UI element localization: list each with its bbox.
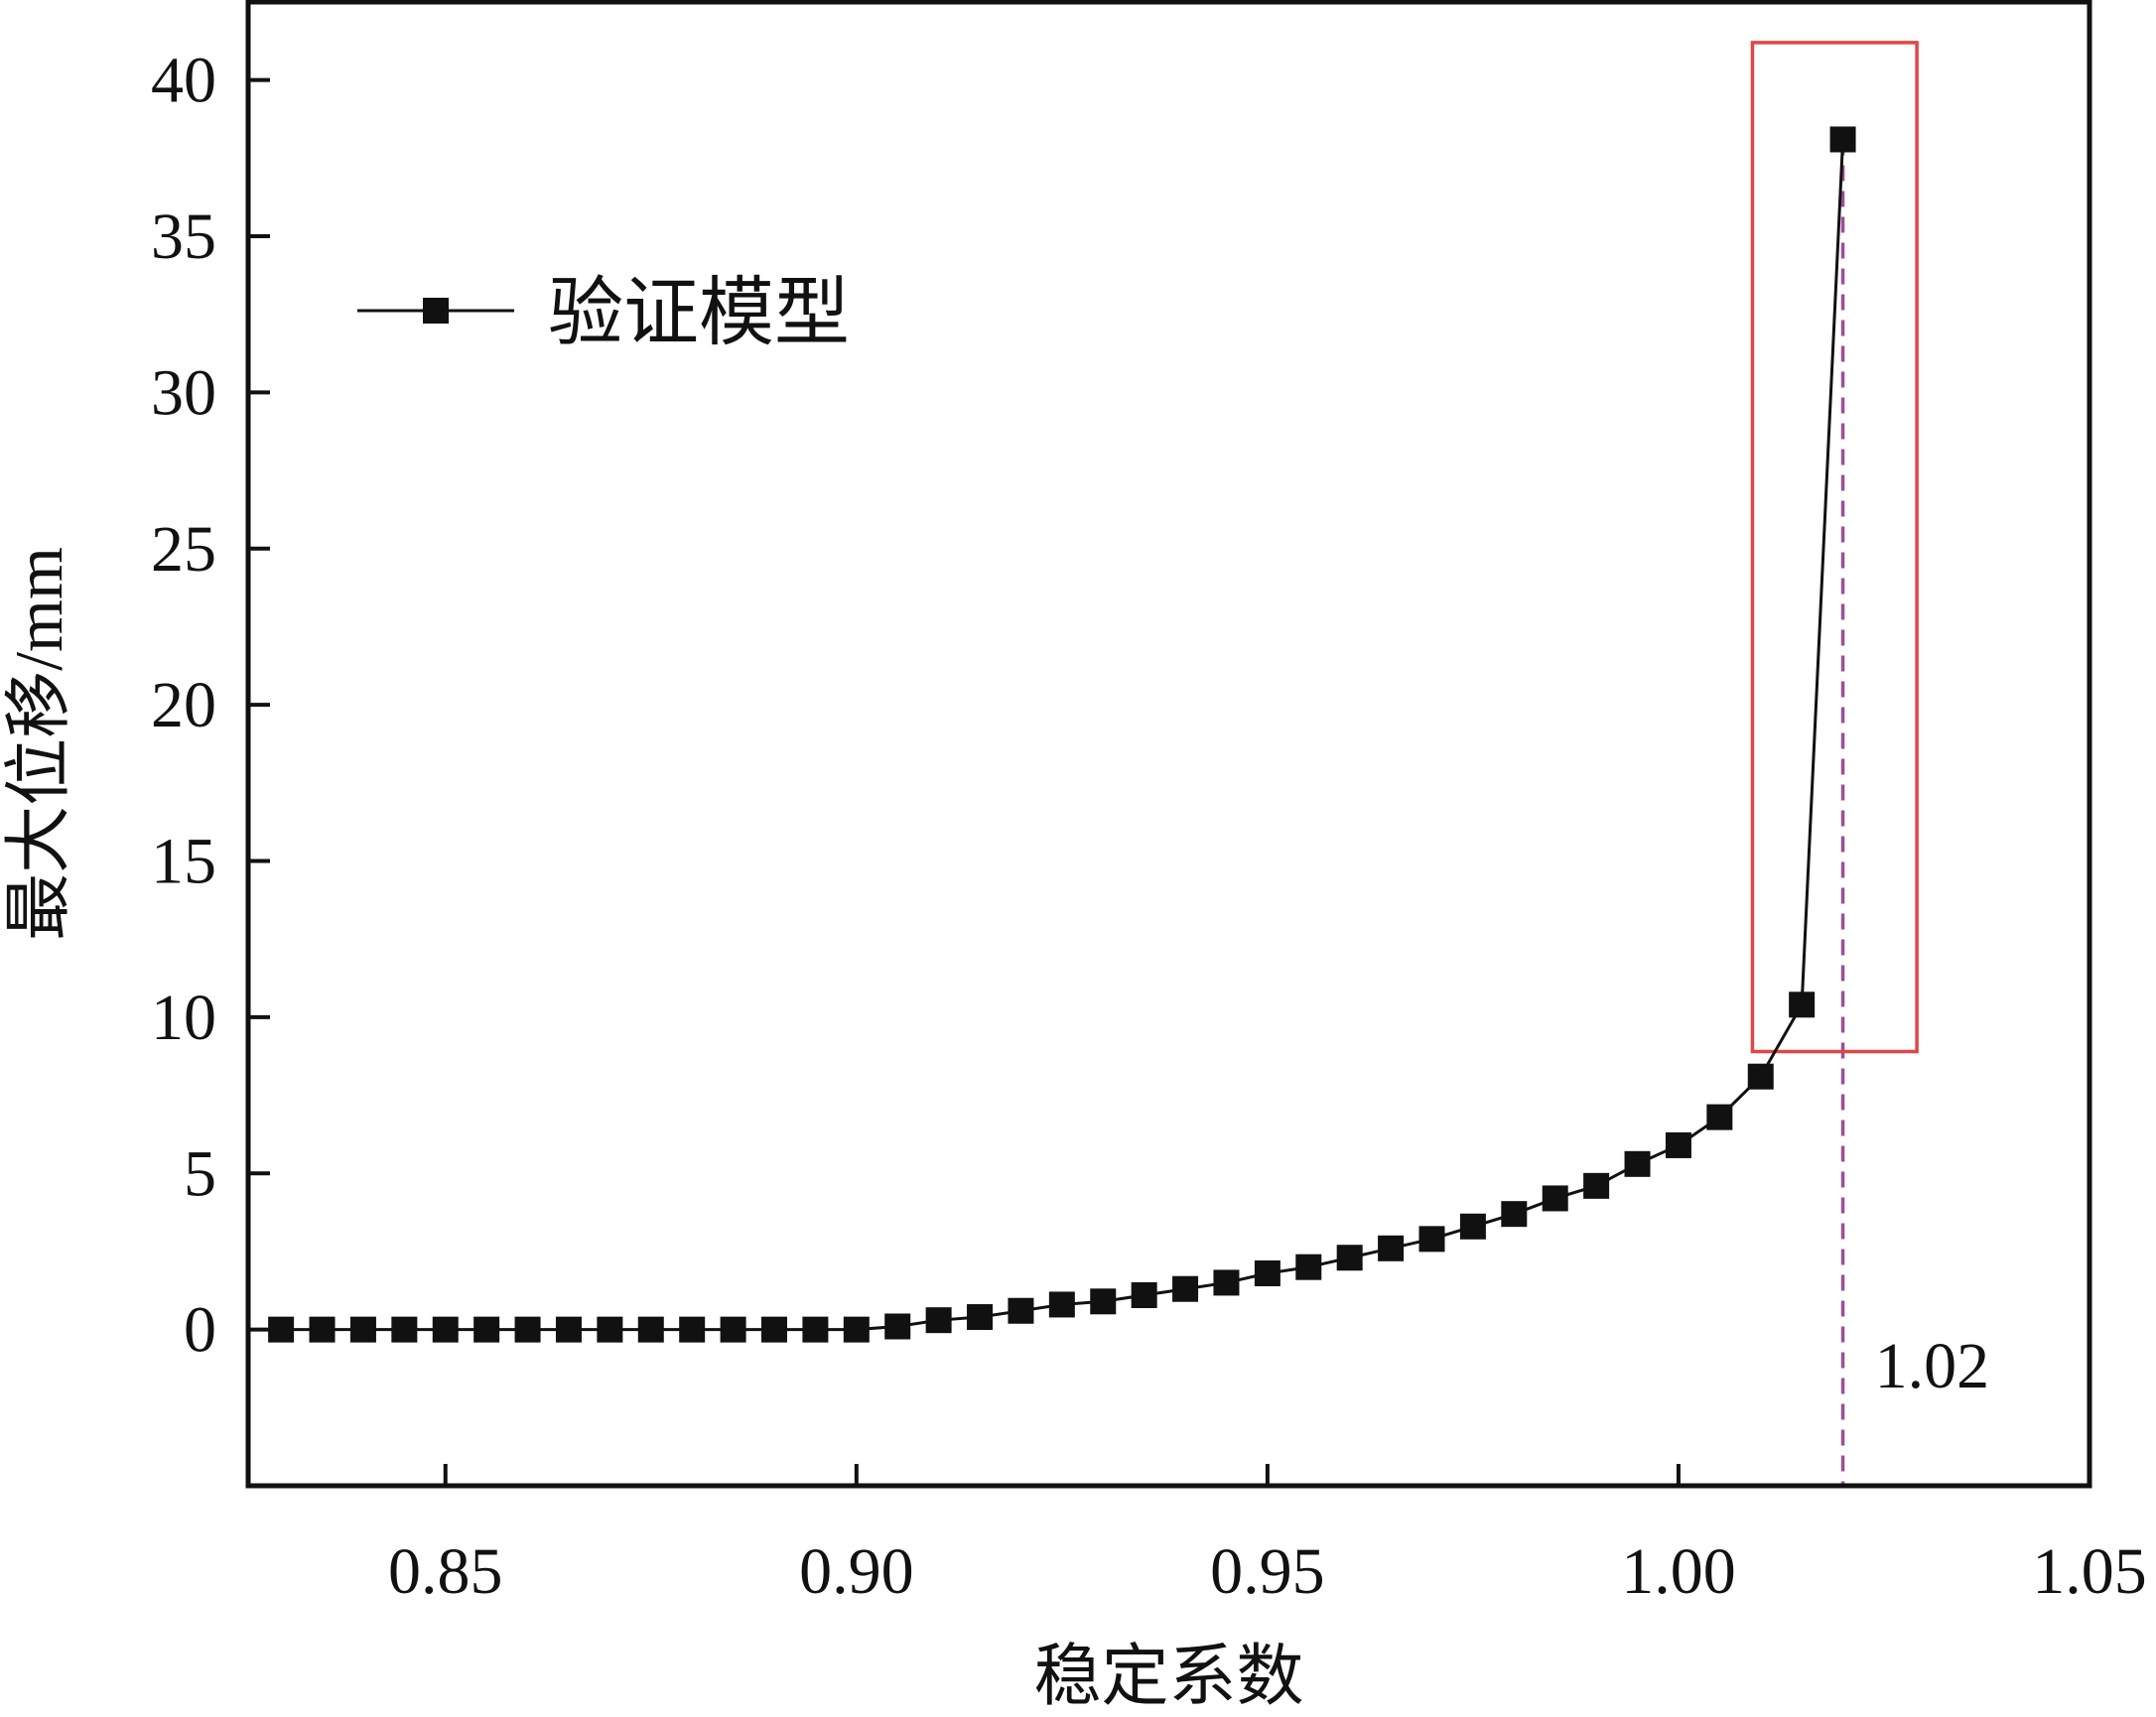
data-point [1747, 1063, 1774, 1090]
highlight-box [1750, 41, 1919, 1054]
annotations-layer: 1.02 [1750, 41, 1990, 1486]
data-point [1131, 1282, 1157, 1309]
legend-marker [423, 298, 449, 324]
data-point [720, 1316, 746, 1343]
data-point [1501, 1201, 1528, 1228]
x-tick-label: 1.00 [1621, 1535, 1736, 1608]
data-point [1418, 1226, 1445, 1253]
y-tick-label: 5 [184, 1137, 216, 1210]
data-point [761, 1316, 787, 1343]
data-point [1048, 1291, 1075, 1318]
y-tick-label: 35 [151, 200, 216, 273]
data-point [514, 1316, 541, 1343]
data-point [1706, 1104, 1733, 1130]
data-point [1459, 1213, 1486, 1240]
x-tick-label: 0.95 [1210, 1535, 1325, 1608]
data-point [1336, 1245, 1363, 1271]
data-point [268, 1316, 295, 1343]
y-tick-label: 15 [151, 826, 216, 898]
data-point [1254, 1259, 1280, 1286]
data-point [555, 1316, 582, 1343]
vline-label: 1.02 [1875, 1330, 1990, 1402]
data-point [967, 1304, 994, 1331]
data-point [884, 1313, 911, 1340]
data-point [802, 1316, 829, 1343]
data-point [679, 1316, 706, 1343]
x-tick-label: 0.85 [388, 1535, 503, 1608]
data-point [1829, 126, 1856, 153]
data-point [309, 1316, 336, 1343]
data-point [1090, 1288, 1117, 1315]
y-tick-label: 40 [151, 45, 216, 117]
legend-label: 验证模型 [548, 272, 850, 355]
data-point [1624, 1150, 1651, 1177]
series-layer [268, 126, 1856, 1343]
y-tick-label: 10 [151, 982, 216, 1054]
data-point [597, 1316, 623, 1343]
y-tick-label: 0 [184, 1294, 216, 1367]
data-point [1295, 1254, 1322, 1280]
data-point [391, 1316, 418, 1343]
x-tick-label: 1.05 [2032, 1535, 2147, 1608]
data-point [1378, 1235, 1405, 1261]
data-point [349, 1316, 376, 1343]
data-point [1789, 991, 1816, 1018]
data-point [1213, 1269, 1240, 1296]
x-axis-label: 稳定系数 [1033, 1639, 1303, 1712]
data-point [1542, 1185, 1568, 1212]
data-point [843, 1316, 870, 1343]
data-point [432, 1316, 459, 1343]
series-line [281, 139, 1845, 1332]
y-tick-label: 30 [151, 356, 216, 429]
y-tick-label: 25 [151, 513, 216, 586]
axes-layer: 0.85 0.90 0.95 1.00 1.05 0 5 10 15 20 25 30 35 40 [151, 45, 2147, 1608]
plot-frame [245, 0, 2092, 1489]
y-tick-label: 20 [151, 669, 216, 741]
data-point [637, 1316, 664, 1343]
legend: 验证模型 [357, 272, 850, 355]
data-point [473, 1316, 500, 1343]
y-axis-label: 最大位移/mm [1, 547, 76, 941]
data-point [925, 1307, 952, 1334]
data-point [1665, 1131, 1691, 1158]
x-tick-label: 0.90 [799, 1535, 914, 1608]
data-point [1172, 1275, 1199, 1302]
data-point [1008, 1297, 1034, 1324]
data-point [1583, 1172, 1610, 1199]
